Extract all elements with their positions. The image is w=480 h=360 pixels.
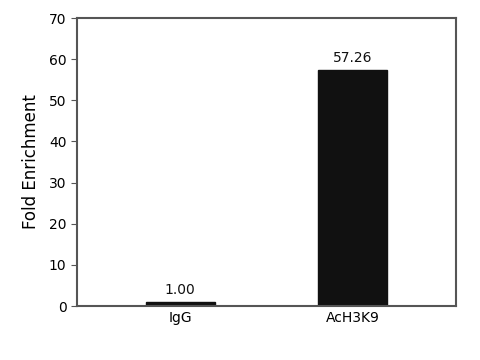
Text: 57.26: 57.26	[333, 51, 372, 66]
Bar	[318, 71, 387, 306]
Y-axis label: Fold Enrichment: Fold Enrichment	[23, 95, 40, 229]
Text: 1.00: 1.00	[165, 283, 195, 297]
Bar	[146, 302, 215, 306]
